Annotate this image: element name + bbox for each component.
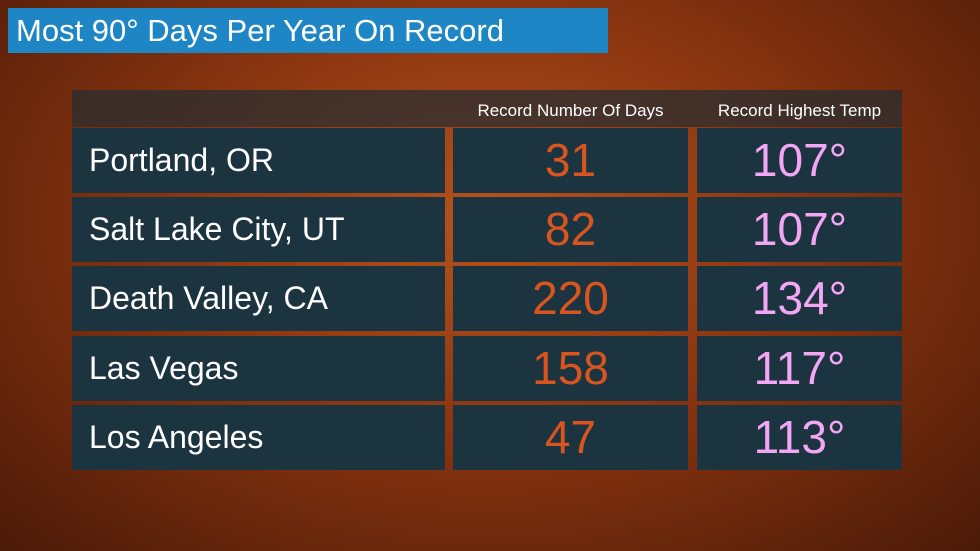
temp-cell: 107° [697,197,902,262]
column-header: Record Number Of Days [477,101,664,120]
city-cell: Los Angeles [72,405,445,470]
days-cell: 220 [453,266,688,331]
temp-cell: 113° [697,405,902,470]
days-cell: 82 [453,197,688,262]
table-header: Record Number Of Days Record Highest Tem… [72,90,902,127]
city-cell: Las Vegas [72,336,445,401]
city-cell: Death Valley, CA [72,266,445,331]
column-header: Record Highest Temp [717,101,882,120]
city-cell: Salt Lake City, UT [72,197,445,262]
temp-cell: 117° [697,336,902,401]
temp-cell: 134° [697,266,902,331]
temp-cell: 107° [697,128,902,193]
city-cell: Portland, OR [72,128,445,193]
days-cell: 31 [453,128,688,193]
days-cell: 158 [453,336,688,401]
days-cell: 47 [453,405,688,470]
title: Most 90° Days Per Year On Record [8,8,608,53]
